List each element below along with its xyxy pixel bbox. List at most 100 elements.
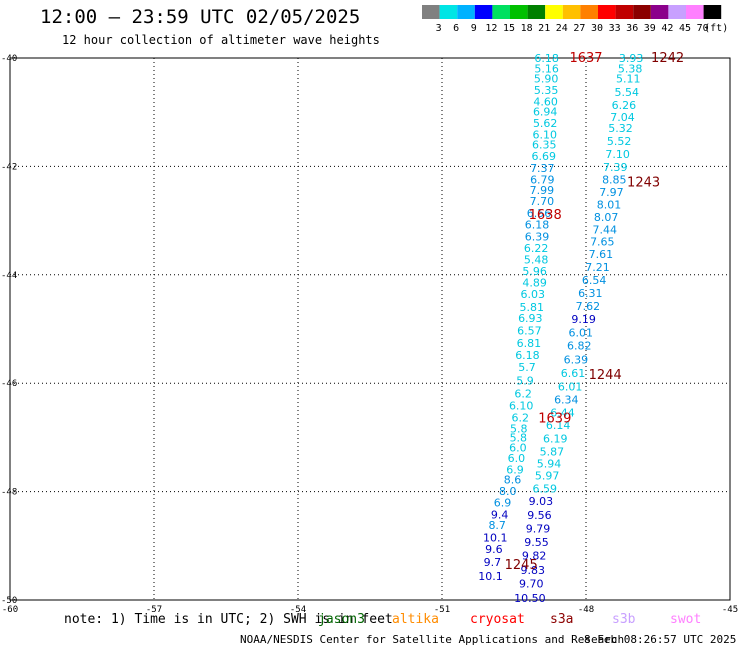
wave-height-value: 5.81 [520,301,545,314]
x-tick-label: -54 [290,605,306,612]
time-label: 1242 [651,51,684,66]
satellite-s3a: s3a [550,612,574,627]
wave-height-value: 10.50 [514,592,546,605]
wave-height-value: 6.61 [561,367,586,380]
scale-label: 24 [556,23,568,34]
y-tick-label: -44 [1,271,17,281]
wave-height-value: 6.79 [530,173,555,186]
wave-height-value: 6.0 [509,442,527,455]
scale-swatch [422,5,440,19]
wave-height-value: 6.82 [567,339,592,352]
wave-height-value: 6.34 [554,393,579,406]
wave-height-value: 5.90 [534,73,559,86]
wave-height-value: 10.1 [483,532,508,545]
wave-height-value: 7.99 [530,184,555,197]
wave-height-value: 6.9 [494,496,512,509]
wave-height-value: 6.35 [532,139,557,152]
wave-height-value: 6.14 [546,419,571,432]
wave-height-value: 9.79 [526,522,551,535]
chart-title: 12:00 — 23:59 UTC 02/05/2025 [40,6,361,28]
wave-height-value: 6.9 [506,463,524,476]
satellite-jason3: jason3 [318,612,365,627]
note-text: note: 1) Time is in UTC; 2) SWH is in fe… [64,612,393,627]
wave-height-value: 6.69 [532,150,557,163]
wave-height-value: 6.10 [509,399,534,412]
scale-swatch [510,5,528,19]
wave-height-value: 7.70 [530,195,555,208]
scale-swatch [633,5,651,19]
scale-swatch [474,5,493,19]
wave-height-value: 5.16 [534,62,559,75]
wave-height-value: 5.8 [510,423,528,436]
wave-height-value: 9.55 [524,536,549,549]
scale-swatch [703,5,722,19]
wave-height-value: 5.62 [533,117,558,130]
wave-height-value: 5.48 [524,254,549,267]
wave-height-value: 9.70 [519,578,544,591]
time-label: 1244 [589,368,622,383]
wave-height-value: 6.01 [558,380,583,393]
wave-height-value: 5.9 [516,374,534,387]
scale-label: 36 [626,23,638,34]
wave-height-value: 3.93 [619,52,644,65]
wave-height-value: 6.54 [582,274,607,287]
y-tick-label: -46 [1,379,17,389]
wave-height-value: 9.83 [520,564,545,577]
wave-height-value: 7.97 [599,186,624,199]
wave-height-value: 8.6 [504,474,522,487]
satellite-altika: altika [392,612,439,627]
wave-height-value: 4.89 [522,276,547,289]
scale-swatch [492,5,510,19]
y-tick-label: -42 [1,162,17,172]
wave-height-value: 5.32 [608,122,633,135]
scale-label: 42 [661,23,673,34]
chart-subtitle: 12 hour collection of altimeter wave hei… [62,33,380,47]
footer-source: NOAA/NESDIS Center for Satellite Applica… [240,633,625,646]
scale-label: 3 [436,23,442,34]
scale-swatch [615,5,634,19]
wave-height-value: 6.26 [612,99,637,112]
wave-height-value: 6.39 [564,353,589,366]
scale-swatch [686,5,704,19]
wave-height-value: 6.81 [517,337,542,350]
wave-height-value: 6.93 [518,312,543,325]
scale-swatch [668,5,686,19]
x-tick-label: -45 [722,605,738,612]
y-tick-label: -50 [1,596,17,606]
wave-height-value: 5.7 [518,361,536,374]
scale-swatch [562,5,581,19]
y-tick-label: -48 [1,488,17,498]
wave-height-value: 8.7 [488,519,506,532]
wave-height-value: 6.22 [524,242,549,255]
wave-height-value: 4.60 [533,95,558,108]
wave-height-value: 5.54 [615,86,640,99]
wave-height-value: 7.61 [589,248,614,261]
time-label: 1637 [569,51,602,66]
wave-height-value: 5.96 [522,265,547,278]
satellite-cryosat: cryosat [470,612,525,627]
wave-height-value: 7.37 [530,162,555,175]
wave-height-value: 7.10 [605,148,630,161]
note-row: note: 1) Time is in UTC; 2) SWH is in fe… [0,612,740,632]
time-label: 1243 [627,176,660,191]
scale-label: 9 [471,23,477,34]
wave-height-value: 6.31 [578,287,603,300]
wave-height-value: 5.38 [618,62,643,75]
wave-height-value: 5.8 [510,431,528,444]
x-tick-label: -48 [578,605,594,612]
wave-height-value: 7.65 [590,236,615,249]
scale-label: 12 [485,23,497,34]
wave-height-value: 7.62 [576,300,601,313]
scale-label: 18 [521,23,533,34]
scale-swatch [439,5,458,19]
wave-height-value: 9.19 [571,313,596,326]
wave-height-value: 7.39 [603,161,628,174]
scale-label: 70 [697,23,709,34]
wave-height-value: 6.39 [525,230,550,243]
wave-height-value: 7.04 [610,111,635,124]
wave-height-value: 6.2 [514,387,532,400]
wave-height-value: 7.21 [585,261,610,274]
wave-height-value: 6.18 [534,52,559,65]
wave-height-value: 6.0 [508,452,526,465]
scale-label: 21 [538,23,550,34]
